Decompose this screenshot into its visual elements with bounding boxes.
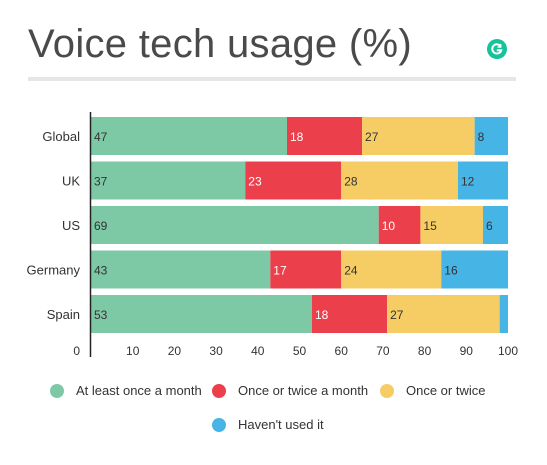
legend-swatch [50,383,64,398]
data-label: 18 [315,308,329,322]
bar-segment [499,295,508,333]
bar-segment [91,117,287,155]
bar-segment [362,117,475,155]
data-label: 12 [461,175,475,189]
legend-item-at-least-once-a-month: At least once a month [50,383,202,398]
category-label: Spain [47,307,80,322]
legend-label: At least once a month [76,383,202,398]
data-label: 53 [94,308,108,322]
data-label: 27 [390,308,404,322]
data-label: 69 [94,219,108,233]
legend-item-once-or-twice-a-month: Once or twice a month [212,383,368,398]
x-tick-label: 80 [418,344,432,358]
x-tick-label: 100 [498,344,518,358]
data-label: 15 [423,219,437,233]
bar-segment [441,250,508,289]
title-divider [28,77,516,81]
x-tick-label: 20 [168,344,182,358]
bar-segment [91,161,246,200]
category-label: US [62,218,80,233]
category-label: UK [62,174,80,189]
bar-segment [457,161,508,200]
legend-label: Once or twice [406,383,486,398]
x-tick-label: 30 [209,344,223,358]
bar-segment [341,250,442,289]
bar-segment [91,250,271,289]
data-label: 10 [382,219,396,233]
bar-segment [387,295,500,333]
data-label: 18 [290,130,304,144]
bar-segment [312,295,388,333]
legend-swatch [212,417,226,432]
bar-segment [420,206,483,244]
bar-segment [91,206,379,244]
bar-segment [270,250,342,289]
bar-segment [378,206,421,244]
data-label: 37 [94,175,108,189]
x-tick-label: 50 [293,344,307,358]
data-label: 8 [478,130,485,144]
legend-item-havent-used-it: Haven't used it [212,417,324,432]
legend-swatch [212,383,226,398]
chart-title: Voice tech usage (%) [28,22,412,66]
data-label: 24 [344,264,358,278]
category-label: Germany [27,263,81,278]
x-tick-label: 90 [460,344,474,358]
bar-segment [245,161,342,200]
legend-swatch [380,383,394,398]
data-label: 28 [344,175,358,189]
x-tick-label: 0 [73,344,80,358]
legend-label: Once or twice a month [238,383,369,398]
bar-segment [474,117,508,155]
grammarly-logo-icon[interactable] [487,39,507,59]
category-label: Global [42,129,80,144]
data-label: 17 [273,264,287,278]
data-label: 16 [444,264,458,278]
legend-label: Haven't used it [238,417,324,432]
bar-segment [341,161,458,200]
bar-segment [286,117,363,155]
x-tick-label: 40 [251,344,265,358]
data-label: 43 [94,264,108,278]
data-label: 47 [94,130,108,144]
x-tick-label: 70 [376,344,390,358]
bar-segment [482,206,508,244]
data-label: 27 [365,130,379,144]
legend-item-once-or-twice: Once or twice [380,383,485,398]
x-tick-label: 10 [126,344,140,358]
x-tick-label: 60 [335,344,349,358]
data-label: 23 [248,175,262,189]
bar-segment [91,295,313,333]
data-label: 6 [486,219,493,233]
